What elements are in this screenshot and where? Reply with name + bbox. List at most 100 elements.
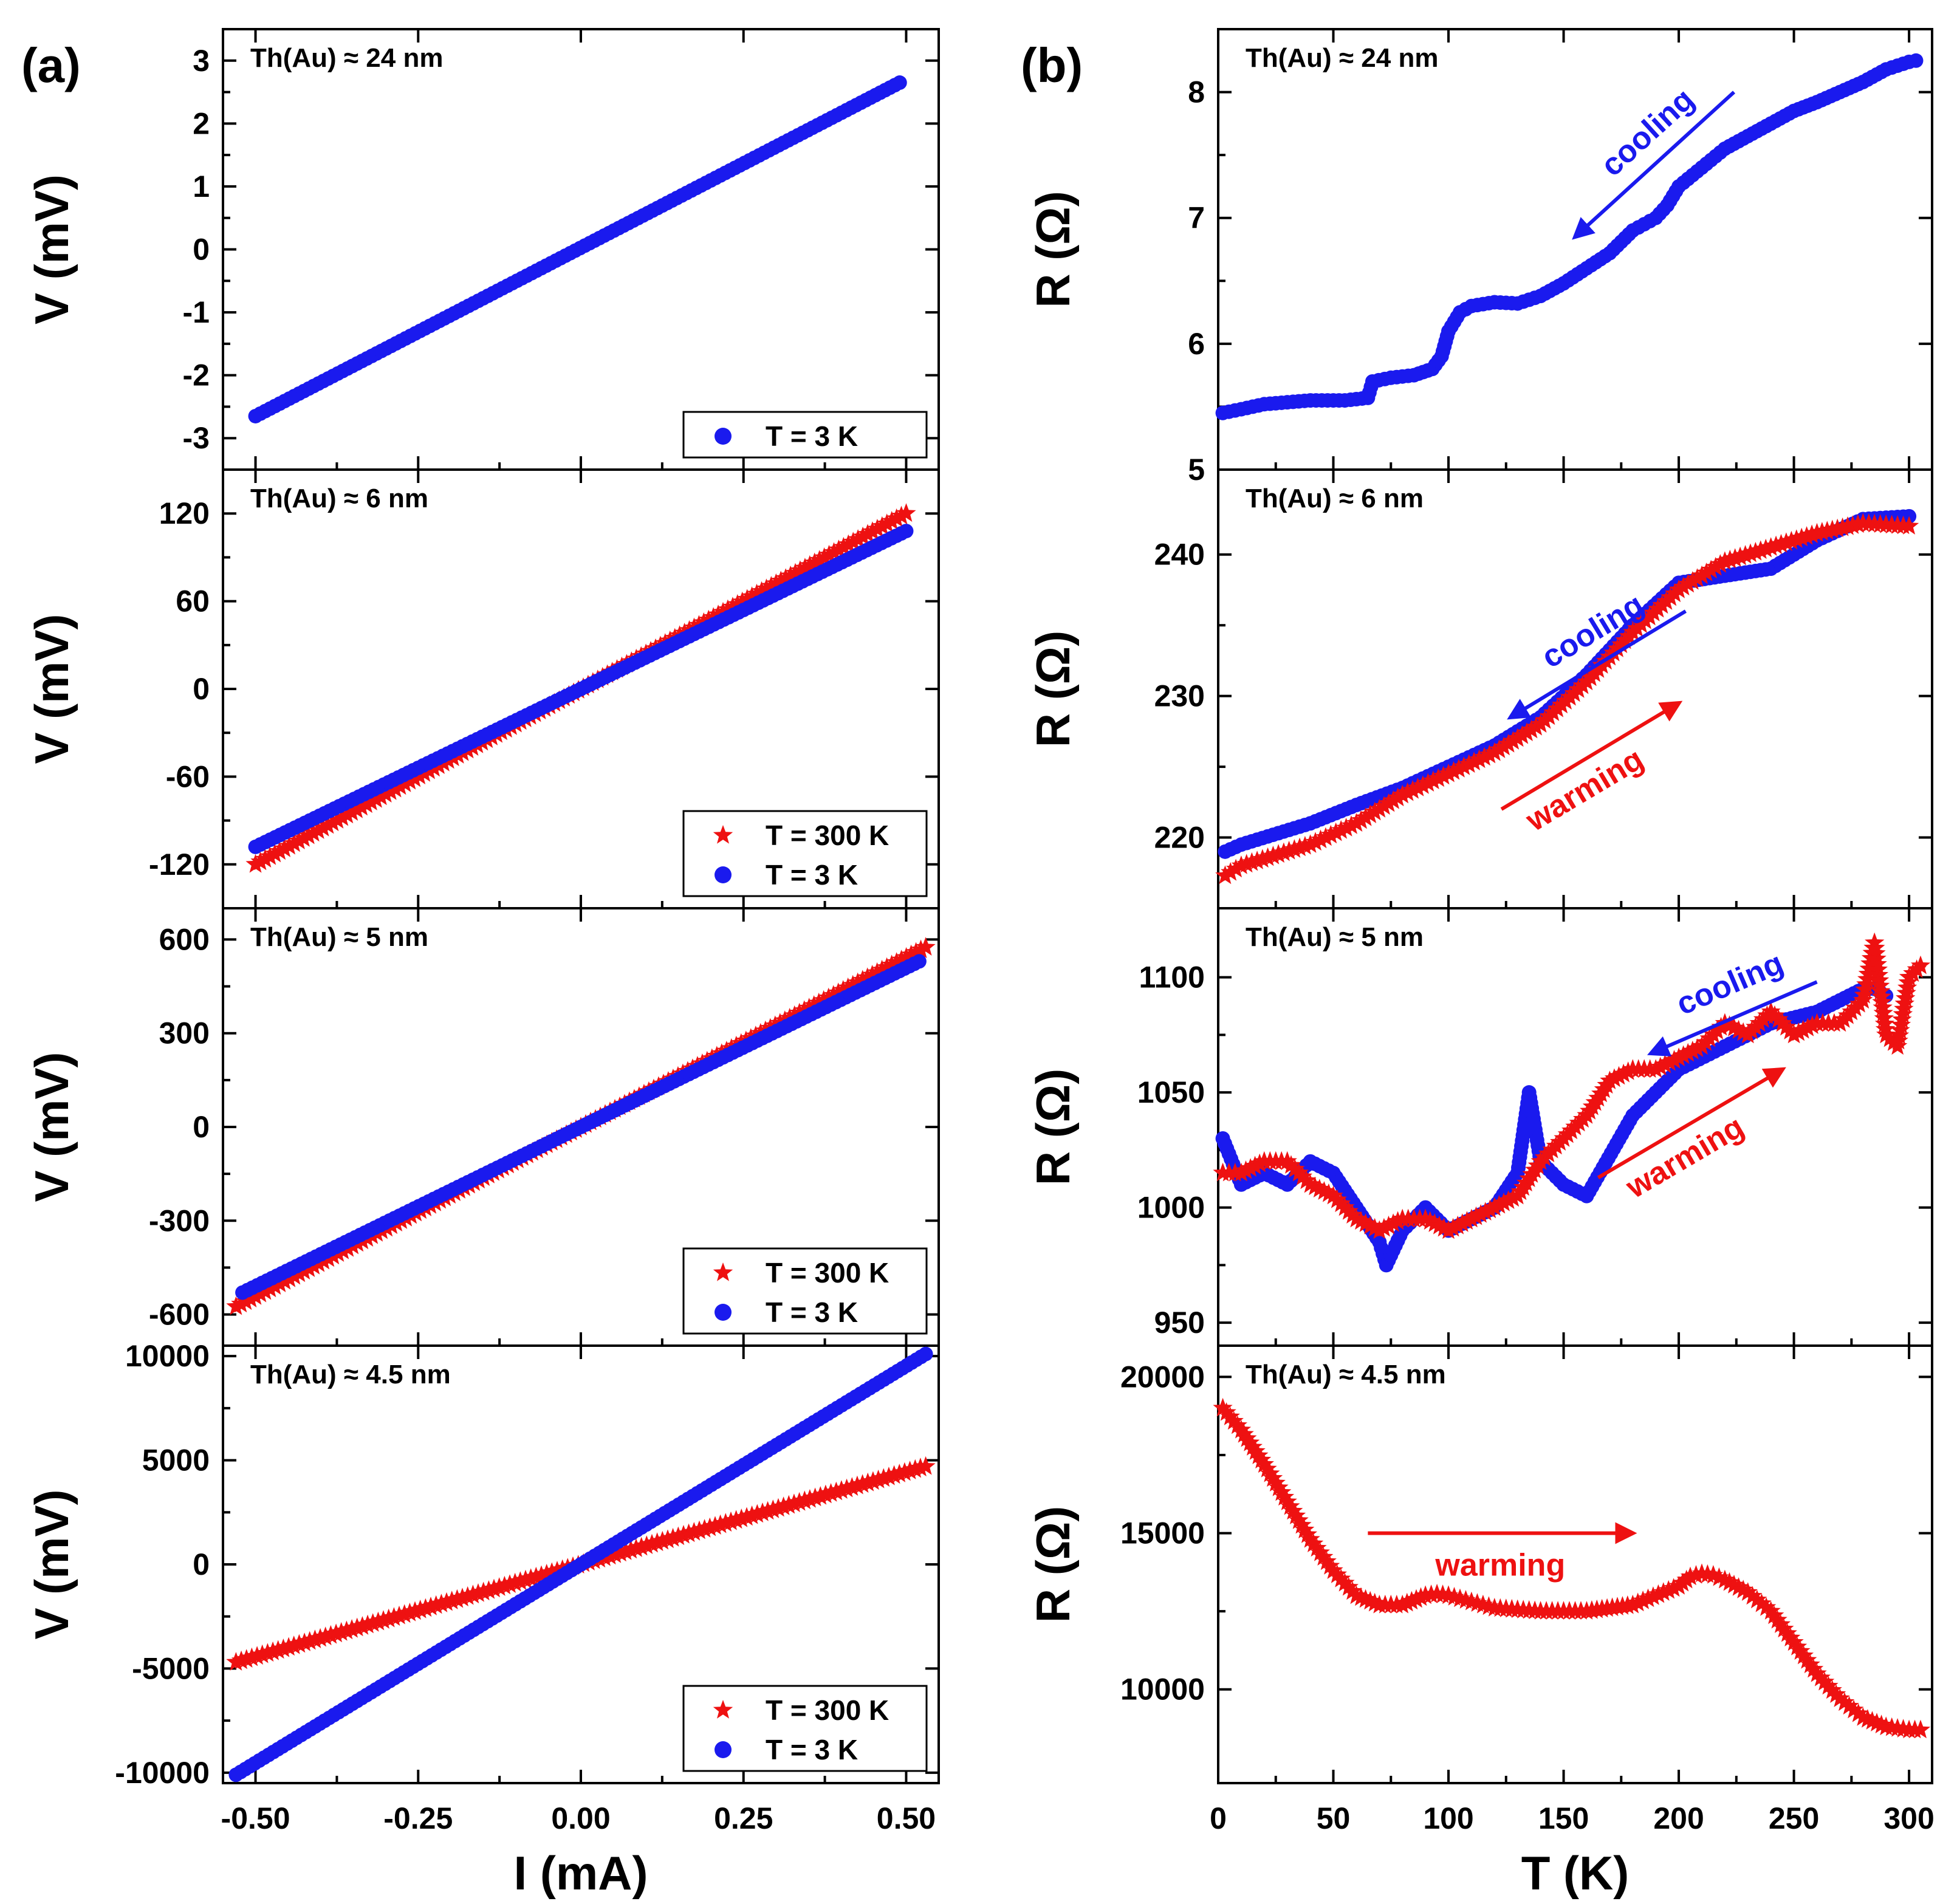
chart-a1: -3 -2 -1 0 1 2 3 V (mV) Th(Au) ≈ 24 nm T = 3 K (25, 28, 940, 471)
data-point-star (265, 843, 285, 863)
data-point-star (405, 768, 425, 787)
data-point-star (1880, 1028, 1900, 1047)
data-point-star (811, 1486, 831, 1505)
data-point-star (1776, 532, 1797, 552)
data-point-star (1457, 1211, 1477, 1230)
data-point-star (894, 1462, 915, 1481)
data-point-star (771, 570, 791, 590)
y-tick-label: 10000 (1120, 1673, 1205, 1707)
data-point-star (814, 990, 834, 1009)
data-point-star (818, 987, 838, 1007)
data-point-star (1317, 1551, 1337, 1570)
data-point-star (510, 1571, 530, 1590)
y-tick-label: 5 (1188, 453, 1205, 487)
data-point-star (1715, 551, 1735, 570)
data-point-star (1220, 1406, 1240, 1425)
y-tick-label: -10000 (115, 1756, 210, 1790)
y-axis-label: V (mV) (25, 1489, 78, 1639)
data-point-star (727, 594, 747, 613)
data-point-star (877, 513, 897, 533)
data-point-star (351, 796, 372, 816)
data-point-star (1251, 1450, 1272, 1469)
data-point-star (275, 1271, 295, 1290)
data-point-star (1444, 761, 1464, 780)
data-point-star (773, 1496, 793, 1515)
data-point-star (521, 1568, 541, 1587)
data-point-star (1724, 1574, 1744, 1594)
data-point-star (1331, 820, 1351, 839)
data-point-star (1747, 1589, 1767, 1609)
data-point-star (1249, 1445, 1269, 1464)
data-point-star (1292, 1515, 1312, 1534)
data-point-star (1257, 1459, 1277, 1478)
data-point-star (357, 1614, 378, 1634)
y-tick-label: 7 (1188, 201, 1205, 235)
data-point-star (1260, 1463, 1280, 1482)
legend-star-icon (713, 1262, 733, 1281)
data-point-star (916, 1456, 936, 1475)
data-point-star (752, 1502, 773, 1521)
data-point-star (278, 1637, 299, 1656)
thickness-annotation: Th(Au) ≈ 6 nm (250, 484, 428, 513)
data-point-star (1766, 535, 1786, 555)
data-point-star (395, 773, 415, 792)
data-point-star (837, 1478, 857, 1498)
data-point-star (313, 817, 333, 837)
data-point-star (1719, 1572, 1739, 1591)
data-point-star (842, 1477, 862, 1496)
data-point-star (1454, 756, 1474, 775)
data-point-star (906, 942, 926, 961)
data-point-star (1331, 1193, 1351, 1213)
data-point-star (352, 1616, 372, 1635)
data-point-star (1781, 1628, 1801, 1646)
data-point-star (605, 1544, 625, 1563)
data-point-star (275, 838, 295, 857)
data-point-star (1600, 1070, 1620, 1089)
data-point-star (1393, 784, 1413, 804)
data-point-star (867, 962, 887, 981)
data-point-star (1668, 580, 1689, 598)
data-point-star (843, 974, 863, 994)
data-point-star (1397, 782, 1417, 801)
data-point-star (834, 536, 854, 556)
data-point-star (819, 544, 839, 564)
data-point-star (668, 1526, 688, 1546)
y-tick-label: 300 (159, 1016, 210, 1050)
x-axis-label: T (K) (1521, 1846, 1630, 1900)
data-point-star (826, 1481, 846, 1501)
data-point-star (821, 1483, 841, 1502)
data-point-star (1822, 1680, 1842, 1699)
data-point-star (1307, 1538, 1327, 1557)
x-tick-label: 150 (1538, 1801, 1589, 1835)
panel-label-a: (a) (21, 38, 81, 92)
data-point-star (1517, 722, 1537, 741)
data-point-star (1418, 773, 1438, 792)
data-point-star (1800, 1654, 1820, 1674)
y-axis-label: V (mV) (25, 614, 78, 764)
thickness-annotation: Th(Au) ≈ 24 nm (1246, 43, 1438, 73)
data-point-star (1448, 759, 1469, 778)
data-point-star (400, 1603, 420, 1621)
data-point-star (886, 952, 907, 971)
y-tick-label: 2 (193, 106, 210, 140)
data-point-star (1341, 815, 1362, 834)
data-point-star (1254, 1454, 1274, 1473)
data-point-star (410, 1600, 430, 1618)
data-point-star (1743, 1586, 1763, 1605)
data-point-star (308, 820, 328, 839)
data-point-star (785, 563, 806, 582)
data-point-star (1705, 556, 1726, 576)
data-point-star (794, 1000, 814, 1019)
data-point-star (1797, 526, 1817, 545)
data-point-star (1802, 1015, 1823, 1034)
data-point-star (872, 959, 892, 979)
data-point-star (610, 1543, 631, 1562)
data-point-star (916, 937, 936, 956)
data-point-star (442, 1591, 462, 1609)
data-point-star (1761, 537, 1781, 556)
data-point-star (1750, 540, 1770, 559)
y-tick-label: 230 (1154, 679, 1205, 713)
data-point-star (653, 1530, 673, 1550)
data-point-star (862, 965, 882, 984)
